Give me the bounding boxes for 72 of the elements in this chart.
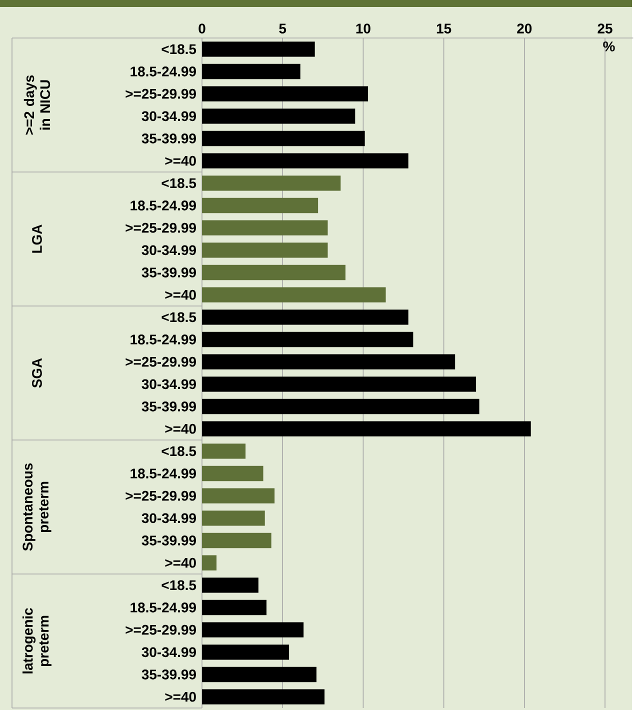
- bar: [202, 264, 346, 280]
- bar: [202, 198, 318, 214]
- bar: [202, 86, 368, 102]
- x-tick-label: 15: [437, 24, 452, 34]
- y-tick-label: >=40: [165, 156, 196, 166]
- bar: [202, 310, 409, 325]
- y-tick-label: 18.5-24.99: [130, 200, 196, 210]
- bar: [202, 421, 532, 436]
- bar: [202, 466, 264, 482]
- bar: [202, 176, 341, 191]
- y-tick-label: <18.5: [162, 580, 196, 590]
- y-tick-label: >=25-29.99: [126, 624, 196, 635]
- bar: [202, 600, 267, 616]
- y-tick-label: 18.5-24.99: [130, 66, 196, 76]
- y-tick-label: 18.5-24.99: [130, 602, 196, 612]
- y-tick-label: >=40: [165, 424, 196, 434]
- bar: [202, 108, 356, 124]
- bar: [202, 354, 456, 370]
- y-tick-label: <18.5: [162, 446, 196, 456]
- bar: [202, 242, 328, 258]
- y-tick-label: <18.5: [162, 312, 196, 322]
- x-tick-label: 20: [517, 24, 532, 34]
- y-tick-label: 30-34.99: [142, 513, 196, 524]
- bar: [202, 398, 480, 414]
- bar: [202, 376, 476, 392]
- bar: [202, 153, 409, 168]
- y-tick-label: 35-39.99: [142, 134, 196, 144]
- y-tick-label: <18.5: [162, 178, 196, 188]
- y-tick-label: <18.5: [162, 44, 196, 54]
- y-tick-label: >=25-29.99: [126, 88, 196, 99]
- x-axis-title: %: [603, 42, 616, 52]
- bar: [202, 64, 301, 80]
- y-tick-label: >=40: [165, 290, 196, 300]
- y-tick-label: >=40: [165, 558, 196, 568]
- y-tick-label: 35-39.99: [142, 402, 196, 412]
- x-tick-label: 0: [198, 24, 206, 34]
- text: SGA: [32, 358, 42, 388]
- y-tick-label: >=25-29.99: [126, 222, 196, 233]
- y-tick-label: 18.5-24.99: [130, 468, 196, 478]
- text: LGA: [32, 224, 42, 253]
- y-tick-label: >=25-29.99: [126, 490, 196, 501]
- bar: [202, 578, 259, 593]
- bar: [202, 555, 217, 570]
- text: latrogenic preterm: [22, 608, 52, 674]
- text: Spontaneous preterm: [22, 463, 52, 551]
- y-tick-label: 30-34.99: [142, 111, 196, 122]
- bar: [202, 42, 316, 57]
- bar: [202, 689, 325, 704]
- bar: [202, 287, 386, 302]
- y-tick-label: >=25-29.99: [126, 356, 196, 367]
- x-tick-label: 5: [279, 24, 286, 34]
- x-tick-label: 25: [598, 24, 613, 34]
- bar: [202, 130, 365, 146]
- y-tick-label: >=40: [165, 692, 196, 702]
- bar: [202, 666, 317, 682]
- y-tick-label: 30-34.99: [142, 647, 196, 658]
- bar: [202, 332, 414, 348]
- y-tick-label: 30-34.99: [142, 245, 196, 256]
- y-tick-label: 18.5-24.99: [130, 334, 196, 344]
- bar: [202, 220, 328, 236]
- x-tick-label: 10: [356, 24, 371, 34]
- bar: [202, 644, 290, 660]
- y-tick-label: 30-34.99: [142, 379, 196, 390]
- y-tick-label: 35-39.99: [142, 670, 196, 680]
- bar: [202, 444, 246, 459]
- y-tick-label: 35-39.99: [142, 536, 196, 546]
- y-tick-label: 35-39.99: [142, 268, 196, 278]
- bar: [202, 510, 266, 526]
- bar: [202, 532, 272, 548]
- bar: [202, 622, 304, 638]
- text: >=2 days in NICU: [24, 75, 50, 135]
- bar: [202, 488, 275, 504]
